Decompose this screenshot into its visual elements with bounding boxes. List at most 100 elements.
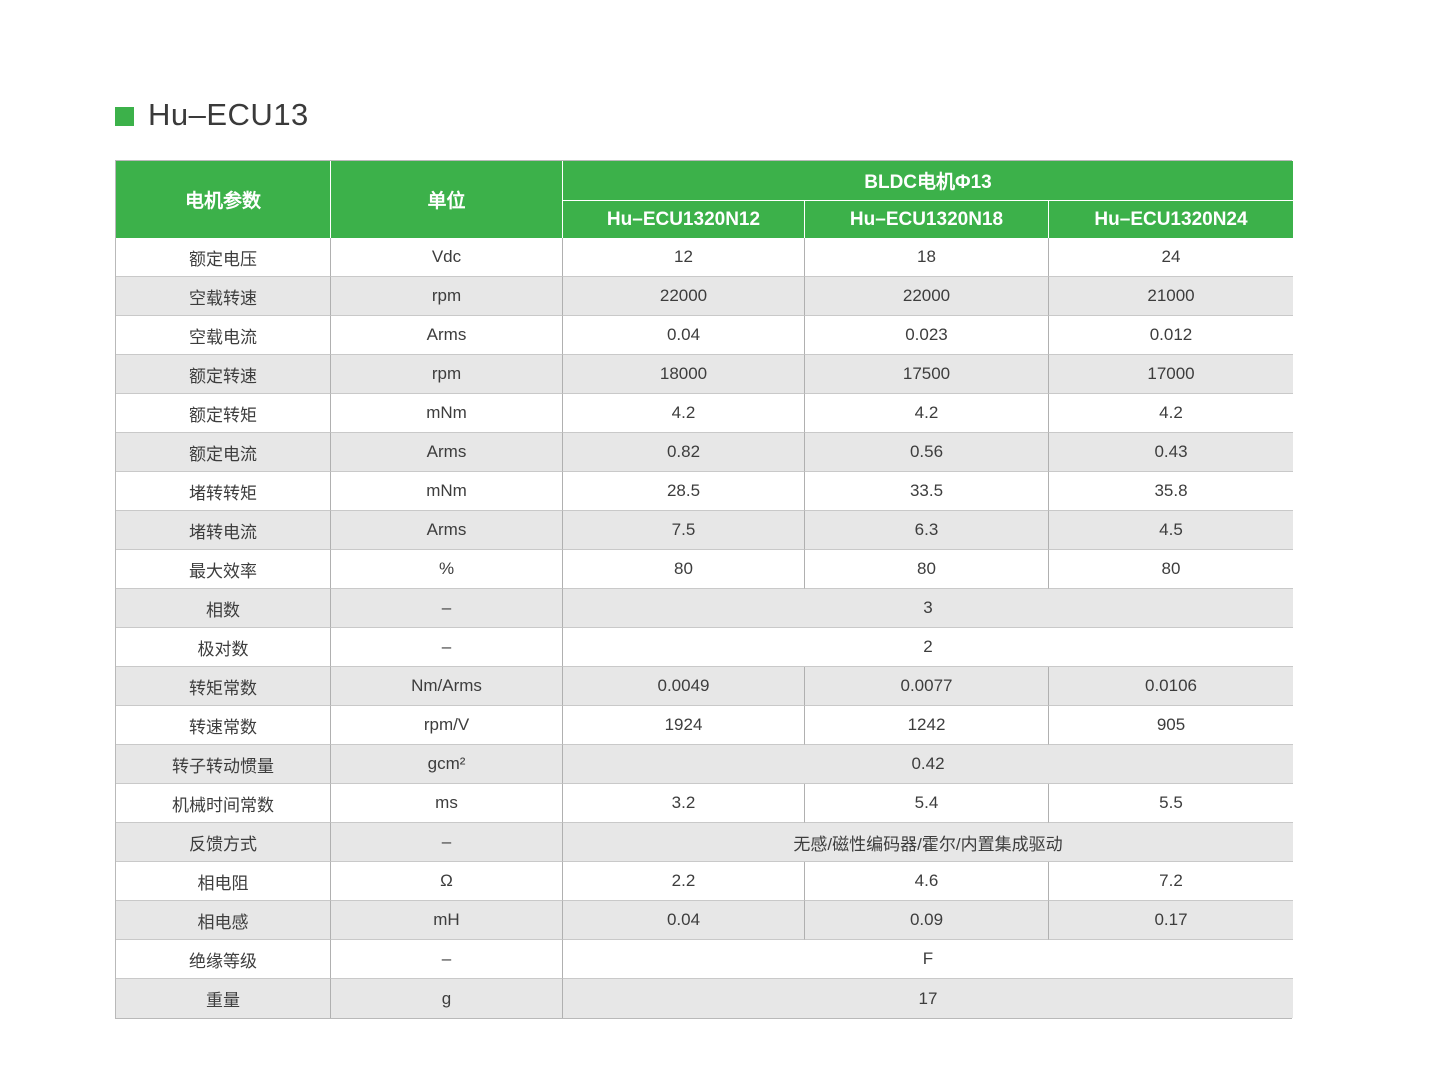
param-cell: 转矩常数 (116, 667, 331, 706)
value-cell: 24 (1049, 238, 1293, 277)
value-cell: 5.4 (805, 784, 1049, 823)
table-row: 额定转速 rpm 18000 17500 17000 (116, 355, 1293, 394)
value-cell: 18 (805, 238, 1049, 277)
table-row: 转矩常数 Nm/Arms 0.0049 0.0077 0.0106 (116, 667, 1293, 706)
value-cell: 0.82 (563, 433, 805, 472)
merged-value-cell: 3 (563, 589, 1293, 628)
value-cell: 2.2 (563, 862, 805, 901)
param-cell: 最大效率 (116, 550, 331, 589)
unit-cell: rpm/V (331, 706, 563, 745)
table-row: 反馈方式 – 无感/磁性编码器/霍尔/内置集成驱动 (116, 823, 1293, 862)
table-row: 额定电压 Vdc 12 18 24 (116, 238, 1293, 277)
merged-value-cell: 17 (563, 979, 1293, 1018)
table-row: 空载电流 Arms 0.04 0.023 0.012 (116, 316, 1293, 355)
param-cell: 极对数 (116, 628, 331, 667)
param-cell: 额定电压 (116, 238, 331, 277)
value-cell: 4.2 (563, 394, 805, 433)
value-cell: 22000 (805, 277, 1049, 316)
unit-cell: mNm (331, 472, 563, 511)
value-cell: 0.09 (805, 901, 1049, 940)
value-cell: 22000 (563, 277, 805, 316)
param-cell: 空载转速 (116, 277, 331, 316)
table-row: 极对数 – 2 (116, 628, 1293, 667)
unit-cell: Vdc (331, 238, 563, 277)
value-cell: 28.5 (563, 472, 805, 511)
value-cell: 17000 (1049, 355, 1293, 394)
table-row: 机械时间常数 ms 3.2 5.4 5.5 (116, 784, 1293, 823)
header-group-row: 电机参数 单位 BLDC电机Φ13 (116, 161, 1293, 238)
table-row: 相电感 mH 0.04 0.09 0.17 (116, 901, 1293, 940)
param-cell: 相数 (116, 589, 331, 628)
unit-cell: – (331, 823, 563, 862)
param-cell: 机械时间常数 (116, 784, 331, 823)
value-cell: 905 (1049, 706, 1293, 745)
section-title: Hu–ECU13 (115, 99, 309, 130)
param-cell: 转速常数 (116, 706, 331, 745)
unit-cell: Nm/Arms (331, 667, 563, 706)
table-row: 重量 g 17 (116, 979, 1293, 1018)
table-row: 堵转电流 Arms 7.5 6.3 4.5 (116, 511, 1293, 550)
unit-cell: mNm (331, 394, 563, 433)
table-row: 绝缘等级 – F (116, 940, 1293, 979)
unit-cell: – (331, 940, 563, 979)
value-cell: 0.0049 (563, 667, 805, 706)
table-row: 最大效率 % 80 80 80 (116, 550, 1293, 589)
value-cell: 33.5 (805, 472, 1049, 511)
param-cell: 重量 (116, 979, 331, 1018)
header-model-n12: Hu–ECU1320N12 (563, 201, 805, 238)
motor-spec-table: 电机参数 单位 BLDC电机Φ13 Hu–ECU1320N12 Hu–ECU13… (116, 161, 1293, 1018)
header-unit: 单位 (331, 161, 563, 238)
value-cell: 4.2 (805, 394, 1049, 433)
value-cell: 12 (563, 238, 805, 277)
param-cell: 额定电流 (116, 433, 331, 472)
unit-cell: Arms (331, 433, 563, 472)
merged-value-cell: 2 (563, 628, 1293, 667)
unit-cell: – (331, 628, 563, 667)
value-cell: 0.56 (805, 433, 1049, 472)
table-row: 空载转速 rpm 22000 22000 21000 (116, 277, 1293, 316)
header-model-n24: Hu–ECU1320N24 (1049, 201, 1293, 238)
param-cell: 相电阻 (116, 862, 331, 901)
value-cell: 0.0077 (805, 667, 1049, 706)
param-cell: 反馈方式 (116, 823, 331, 862)
param-cell: 额定转速 (116, 355, 331, 394)
header-series-group: BLDC电机Φ13 (563, 161, 1293, 201)
value-cell: 80 (1049, 550, 1293, 589)
merged-value-cell: 无感/磁性编码器/霍尔/内置集成驱动 (563, 823, 1293, 862)
value-cell: 0.012 (1049, 316, 1293, 355)
unit-cell: Arms (331, 511, 563, 550)
value-cell: 7.2 (1049, 862, 1293, 901)
table-header: 电机参数 单位 BLDC电机Φ13 Hu–ECU1320N12 Hu–ECU13… (116, 161, 1293, 238)
value-cell: 80 (563, 550, 805, 589)
value-cell: 80 (805, 550, 1049, 589)
value-cell: 0.04 (563, 901, 805, 940)
merged-value-cell: 0.42 (563, 745, 1293, 784)
param-cell: 空载电流 (116, 316, 331, 355)
param-cell: 绝缘等级 (116, 940, 331, 979)
header-model-row: Hu–ECU1320N12 Hu–ECU1320N18 Hu–ECU1320N2… (116, 201, 1293, 238)
value-cell: 1242 (805, 706, 1049, 745)
value-cell: 1924 (563, 706, 805, 745)
table-row: 额定电流 Arms 0.82 0.56 0.43 (116, 433, 1293, 472)
value-cell: 0.023 (805, 316, 1049, 355)
value-cell: 4.2 (1049, 394, 1293, 433)
unit-cell: rpm (331, 277, 563, 316)
value-cell: 0.04 (563, 316, 805, 355)
value-cell: 4.5 (1049, 511, 1293, 550)
value-cell: 7.5 (563, 511, 805, 550)
value-cell: 4.6 (805, 862, 1049, 901)
param-cell: 堵转电流 (116, 511, 331, 550)
header-model-n18: Hu–ECU1320N18 (805, 201, 1049, 238)
unit-cell: Ω (331, 862, 563, 901)
param-cell: 相电感 (116, 901, 331, 940)
value-cell: 5.5 (1049, 784, 1293, 823)
green-square-bullet-icon (115, 106, 134, 126)
unit-cell: – (331, 589, 563, 628)
unit-cell: % (331, 550, 563, 589)
table-row: 转子转动惯量 gcm² 0.42 (116, 745, 1293, 784)
table-row: 堵转转矩 mNm 28.5 33.5 35.8 (116, 472, 1293, 511)
value-cell: 21000 (1049, 277, 1293, 316)
unit-cell: rpm (331, 355, 563, 394)
param-cell: 堵转转矩 (116, 472, 331, 511)
table-row: 相数 – 3 (116, 589, 1293, 628)
